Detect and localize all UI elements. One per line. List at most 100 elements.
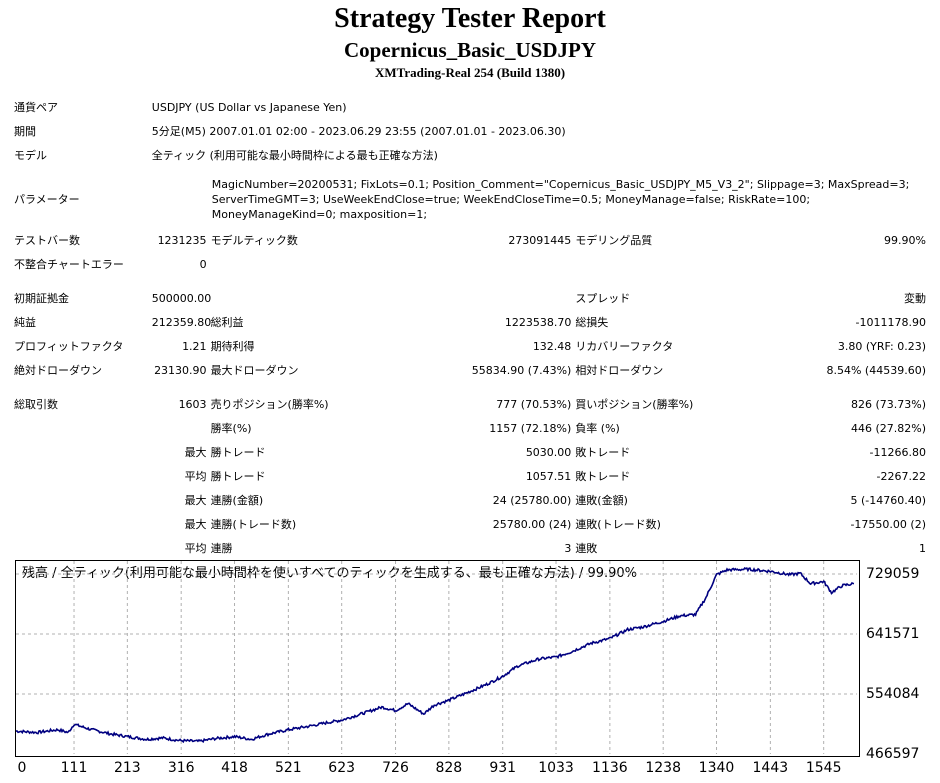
- gross-profit-value: 1223538.70: [504, 316, 572, 329]
- avg-win-value: 1057.51: [525, 470, 572, 483]
- avg-label: 平均: [184, 542, 207, 555]
- net-value: 212359.80: [151, 316, 212, 329]
- balance-plot: [16, 561, 857, 754]
- x-tick-label: 213: [113, 760, 141, 776]
- deposit-label: 初期証拠金: [14, 292, 69, 305]
- avg-cons-win-value: 3: [564, 542, 572, 555]
- x-tick-label: 726: [382, 760, 409, 776]
- short-label: 売りポジション(勝率%): [210, 398, 329, 411]
- best-label: 勝トレード: [210, 446, 266, 459]
- rel-dd-label: 相対ドローダウン: [575, 364, 664, 377]
- cons-win-amt-value: 24 (25780.00): [492, 494, 572, 507]
- bars-value: 1231235: [157, 234, 207, 247]
- gross-profit-label: 総利益: [210, 316, 244, 329]
- model-label: モデル: [14, 149, 47, 162]
- recovery-label: リカバリーファクタ: [575, 340, 674, 353]
- x-tick-label: 1340: [698, 760, 735, 776]
- avg-cons-loss-value: 1: [919, 542, 926, 555]
- cons-win-cnt-label: 連勝(トレード数): [210, 518, 297, 531]
- max-label: 最大: [184, 494, 207, 507]
- total-value: 1603: [178, 398, 207, 411]
- bars-label: テストバー数: [14, 234, 80, 247]
- total-label: 総取引数: [14, 398, 58, 411]
- params-value: MagicNumber=20200531; FixLots=0.1; Posit…: [211, 178, 910, 221]
- x-tick-label: 1238: [645, 760, 682, 776]
- x-tick-label: 418: [221, 760, 248, 776]
- avg-loss-label: 敗トレード: [575, 470, 631, 483]
- x-tick-label: 521: [274, 760, 302, 776]
- avg-cons-win-label: 連勝: [210, 542, 233, 555]
- worst-value: -11266.80: [869, 446, 926, 459]
- recovery-value: 3.80 (YRF: 0.23): [837, 340, 926, 353]
- ticks-value: 273091445: [508, 234, 572, 247]
- x-tick-label: 1545: [805, 760, 842, 776]
- long-label: 買いポジション(勝率%): [575, 398, 694, 411]
- pf-label: プロフィットファクタ: [14, 340, 124, 353]
- quality-label: モデリング品質: [575, 234, 653, 247]
- y-tick-label: 554084: [866, 685, 920, 702]
- avg-win-label: 勝トレード: [210, 470, 266, 483]
- loss-pct-value: 446 (27.82%): [850, 422, 926, 435]
- max-label: 最大: [184, 518, 207, 531]
- x-tick-label: 316: [167, 760, 195, 776]
- period-label: 期間: [14, 125, 36, 138]
- y-tick-label: 641571: [866, 625, 920, 642]
- pair-value: USDJPY (US Dollar vs Japanese Yen): [151, 101, 347, 114]
- max-label: 最大: [184, 446, 207, 459]
- cons-win-amt-label: 連勝(金額): [210, 494, 264, 507]
- win-pct-label: 勝率(%): [210, 422, 252, 435]
- x-tick-label: 1033: [538, 760, 574, 776]
- avg-loss-value: -2267.22: [876, 470, 926, 483]
- cons-loss-amt-label: 連敗(金額): [575, 494, 628, 507]
- abs-dd-label: 絶対ドローダウン: [14, 364, 102, 377]
- report-server: XMTrading-Real 254 (Build 1380): [374, 65, 566, 80]
- max-dd-value: 55834.90 (7.43%): [471, 364, 572, 377]
- gross-loss-value: -1011178.90: [855, 316, 926, 329]
- cons-win-cnt-value: 25780.00 (24): [492, 518, 572, 531]
- y-tick-label: 729059: [866, 565, 920, 582]
- spread-label: スプレッド: [575, 292, 631, 305]
- x-tick-label: 1136: [592, 760, 628, 776]
- mismatch-label: 不整合チャートエラー: [14, 258, 124, 271]
- avg-label: 平均: [184, 470, 207, 483]
- win-pct-value: 1157 (72.18%): [489, 422, 572, 435]
- cons-loss-cnt-label: 連敗(トレード数): [575, 518, 661, 531]
- cons-loss-amt-value: 5 (-14760.40): [850, 494, 926, 507]
- x-tick-label: 0: [17, 760, 27, 776]
- x-tick-label: 1443: [752, 760, 789, 776]
- avg-cons-loss-label: 連敗: [575, 542, 598, 555]
- best-value: 5030.00: [525, 446, 572, 459]
- quality-value: 99.90%: [884, 234, 926, 247]
- balance-chart: 残高 / 全ティック(利用可能な最小時間枠を使いすべてのティックを生成する、最も…: [15, 560, 860, 757]
- expected-label: 期待利得: [210, 340, 255, 353]
- x-tick-label: 828: [435, 760, 463, 776]
- x-tick-label: 111: [60, 760, 88, 776]
- y-tick-label: 466597: [866, 746, 920, 762]
- model-value: 全ティック (利用可能な最小時間枠による最も正確な方法): [151, 149, 438, 162]
- abs-dd-value: 23130.90: [154, 364, 207, 377]
- pf-value: 1.21: [182, 340, 207, 353]
- report-ea-name: Copernicus_Basic_USDJPY: [343, 38, 596, 62]
- x-tick-label: 623: [328, 760, 356, 776]
- mismatch-value: 0: [199, 258, 207, 271]
- report-title: Strategy Tester Report: [334, 3, 606, 34]
- deposit-value: 500000.00: [151, 292, 212, 305]
- balance-series-line: [16, 566, 855, 744]
- max-dd-label: 最大ドローダウン: [210, 364, 299, 377]
- params-label: パラメーター: [14, 193, 80, 206]
- long-value: 826 (73.73%): [850, 398, 926, 411]
- gross-loss-label: 総損失: [575, 316, 609, 329]
- net-label: 純益: [14, 316, 36, 329]
- pair-label: 通貨ペア: [14, 101, 58, 114]
- expected-value: 132.48: [532, 340, 572, 353]
- spread-value: 変動: [904, 292, 926, 305]
- short-value: 777 (70.53%): [496, 398, 572, 411]
- x-tick-label: 931: [489, 760, 517, 776]
- report-table: 通貨ペア USDJPY (US Dollar vs Japanese Yen) …: [12, 100, 928, 565]
- rel-dd-value: 8.54% (44539.60): [826, 364, 926, 377]
- ticks-label: モデルティック数: [210, 234, 298, 247]
- worst-label: 敗トレード: [575, 446, 631, 459]
- period-value: 5分足(M5) 2007.01.01 02:00 - 2023.06.29 23…: [151, 125, 566, 138]
- loss-pct-label: 負率 (%): [575, 422, 620, 435]
- cons-loss-cnt-value: -17550.00 (2): [850, 518, 926, 531]
